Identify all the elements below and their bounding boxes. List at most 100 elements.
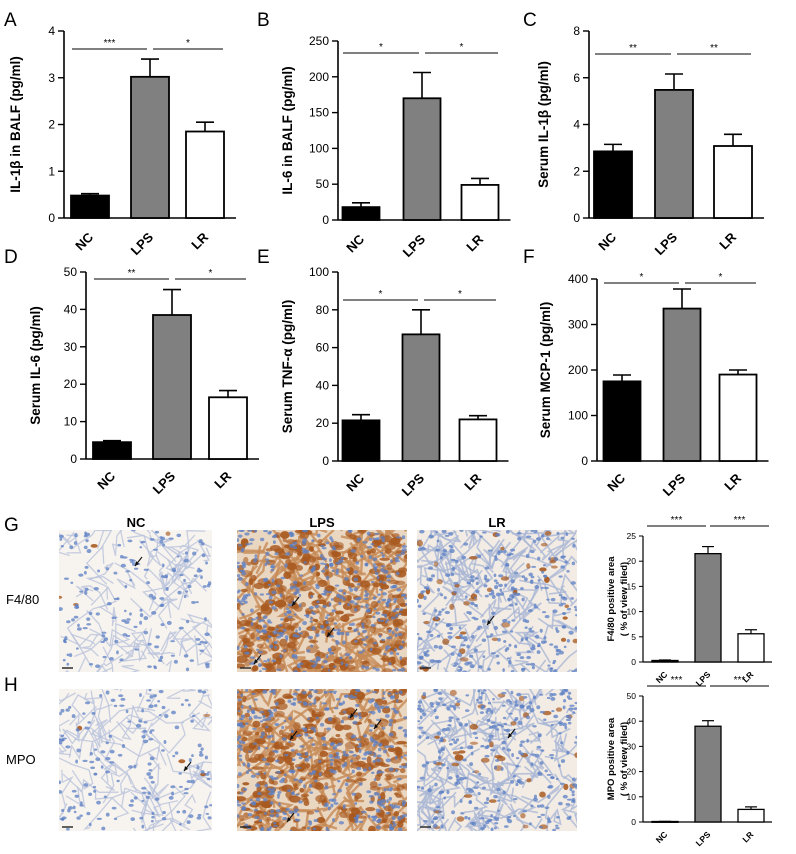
nucleus [253, 530, 258, 533]
nucleus [271, 606, 277, 610]
nucleus [315, 633, 320, 638]
nucleus [348, 586, 351, 589]
nucleus [571, 790, 575, 794]
nucleus [293, 613, 297, 616]
nucleus [537, 815, 542, 818]
arrow-icon [290, 735, 294, 740]
nucleus [238, 530, 244, 532]
nucleus [525, 715, 531, 720]
arrow-icon [487, 620, 491, 625]
nucleus [266, 827, 272, 831]
nucleus [245, 582, 249, 587]
tissue-strand [464, 530, 494, 568]
nucleus [129, 612, 132, 616]
tissue-strand [142, 797, 186, 826]
nucleus [328, 651, 335, 655]
nucleus [186, 780, 192, 784]
tissue-strand [432, 530, 465, 558]
nucleus [386, 788, 390, 791]
nucleus [340, 631, 345, 636]
stain-spot [289, 569, 295, 574]
tissue-strand [70, 530, 108, 550]
tissue-strand [246, 530, 251, 533]
nucleus [382, 806, 386, 809]
nucleus [420, 546, 426, 551]
stain-spot [178, 759, 186, 764]
nucleus [343, 804, 346, 808]
tissue-strand [131, 639, 156, 659]
nucleus [204, 772, 210, 776]
tissue-strand [443, 823, 483, 831]
nucleus [240, 693, 244, 698]
nucleus [293, 649, 297, 652]
tissue-strand [445, 759, 467, 779]
nucleus [559, 722, 563, 726]
nucleus [295, 629, 298, 633]
nucleus [381, 554, 385, 558]
tissue-strand [289, 650, 305, 672]
nucleus [401, 545, 407, 548]
arrow-icon [327, 632, 331, 637]
nucleus [159, 536, 163, 539]
nucleus [64, 636, 68, 641]
tissue-strand [427, 784, 440, 808]
nucleus [477, 701, 483, 704]
nucleus [189, 659, 195, 662]
nucleus [176, 555, 180, 558]
tissue-strand [166, 689, 196, 699]
significance-label: *** [734, 515, 746, 526]
stain-spot [393, 811, 400, 817]
y-axis-label: IL-6 in BALF (pg/ml) [280, 66, 295, 194]
nucleus [550, 597, 556, 602]
nucleus [287, 789, 291, 793]
nucleus [308, 783, 313, 788]
nucleus [448, 718, 452, 723]
y-tick-label: 2 [573, 164, 580, 178]
nucleus [438, 810, 443, 813]
nucleus [266, 717, 272, 721]
nucleus [331, 547, 337, 551]
y-tick-label: 0 [322, 213, 329, 227]
stain-spot [500, 576, 510, 581]
stain-spot [456, 816, 465, 822]
nucleus [130, 817, 135, 821]
nucleus [480, 691, 485, 695]
tissue-strand [59, 728, 81, 742]
nucleus [269, 775, 274, 779]
nucleus [351, 734, 357, 739]
nucleus [513, 718, 518, 722]
tissue-strand [74, 714, 144, 743]
nucleus [481, 786, 486, 790]
nucleus [377, 600, 381, 604]
bar-lps [152, 314, 192, 460]
nucleus [200, 770, 205, 774]
nucleus [536, 705, 541, 710]
tissue-strand [83, 790, 131, 830]
nucleus [386, 600, 391, 604]
nucleus [369, 729, 373, 732]
nucleus [154, 530, 160, 534]
nucleus [270, 564, 275, 569]
nucleus [344, 577, 349, 581]
nucleus [323, 589, 328, 594]
nucleus [507, 620, 511, 624]
nucleus [254, 592, 258, 596]
nucleus [59, 738, 65, 742]
stain-spot [544, 531, 552, 536]
nucleus [292, 654, 298, 658]
nucleus [352, 720, 358, 725]
tissue-strand [295, 819, 299, 831]
nucleus [566, 750, 570, 755]
nucleus [364, 666, 370, 670]
nucleus [484, 754, 490, 758]
nucleus [313, 698, 317, 703]
nucleus [202, 585, 207, 588]
nucleus [352, 754, 358, 757]
nucleus [438, 766, 442, 770]
nucleus [282, 628, 287, 632]
nucleus [354, 602, 358, 606]
nucleus [547, 794, 551, 799]
tissue-strand [456, 536, 483, 574]
nucleus [336, 593, 341, 598]
